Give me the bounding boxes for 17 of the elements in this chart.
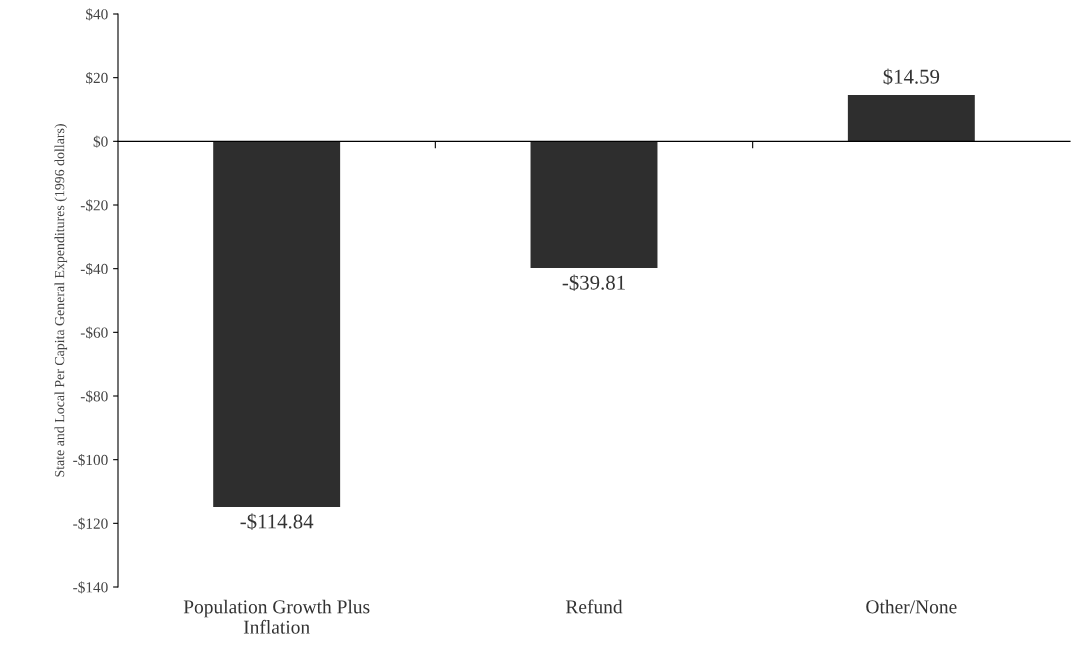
y-tick-label: -$60: [80, 326, 108, 339]
x-tick-label: Refund: [565, 599, 623, 614]
y-tick-label: $0: [93, 135, 108, 148]
data-label: -$39.81: [562, 274, 625, 292]
data-label: -$114.84: [240, 513, 314, 530]
x-tick-label: Population Growth Plus Inflation: [183, 599, 370, 634]
y-axis-title: State and Local Per Capita General Expenditures (1996 dollars): [54, 124, 68, 477]
data-label: $14.59: [883, 68, 940, 86]
y-tick-label: -$20: [80, 199, 108, 212]
y-tick-label: $40: [86, 8, 108, 21]
y-tick-label: -$80: [80, 390, 108, 403]
x-tick-label: Other/None: [866, 599, 957, 614]
y-tick-label: $20: [86, 71, 108, 85]
y-tick-label: -$40: [80, 262, 108, 276]
y-tick-label: -$120: [73, 517, 108, 530]
y-tick-label: -$140: [73, 581, 108, 594]
y-tick-label: -$100: [73, 453, 108, 467]
